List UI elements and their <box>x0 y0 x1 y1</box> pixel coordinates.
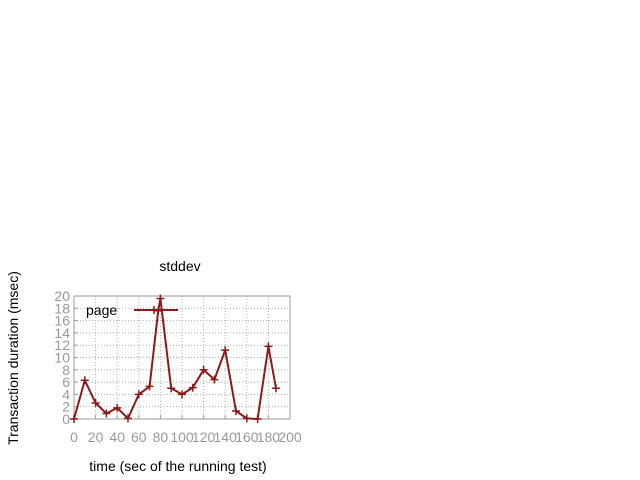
data-point <box>80 376 89 385</box>
y-tick-label: 12 <box>54 337 70 353</box>
data-point <box>91 399 100 408</box>
data-point <box>124 414 132 423</box>
x-tick-label: 0 <box>70 429 78 445</box>
data-point <box>145 382 154 391</box>
data-point <box>167 384 176 393</box>
legend-marker-page <box>150 306 158 314</box>
data-point <box>156 294 165 303</box>
y-tick-label: 8 <box>62 362 70 378</box>
data-point <box>70 415 78 423</box>
data-point <box>232 407 240 416</box>
x-tick-label: 60 <box>131 429 147 445</box>
x-tick-label: 140 <box>214 429 238 445</box>
data-point <box>221 346 230 355</box>
data-point <box>188 383 197 392</box>
x-tick-label: 40 <box>109 429 125 445</box>
data-point <box>242 414 251 423</box>
data-point <box>210 375 219 384</box>
x-tick-label: 20 <box>88 429 104 445</box>
y-tick-label: 4 <box>62 386 70 402</box>
y-tick-label: 20 <box>54 288 70 304</box>
data-point <box>113 403 122 412</box>
x-tick-label: 120 <box>192 429 216 445</box>
chart-title: stddev <box>159 258 200 274</box>
y-tick-label: 2 <box>62 399 70 415</box>
y-axis-label: Transaction duration (msec) <box>5 271 21 445</box>
data-point <box>199 365 208 374</box>
y-tick-label: 10 <box>54 350 70 366</box>
legend: page <box>86 302 178 318</box>
x-axis-label: time (sec of the running test) <box>89 458 266 474</box>
data-point <box>253 415 262 423</box>
data-point <box>134 390 143 399</box>
y-tick-label: 6 <box>62 374 70 390</box>
x-tick-label: 180 <box>257 429 281 445</box>
y-tick-label: 16 <box>54 313 70 329</box>
x-tick-label: 160 <box>235 429 259 445</box>
x-tick-label: 80 <box>153 429 169 445</box>
legend-label-page: page <box>86 302 117 318</box>
x-tick-label: 200 <box>278 429 302 445</box>
data-point <box>178 390 186 399</box>
data-point <box>102 409 111 418</box>
y-tick-label: 18 <box>54 300 70 316</box>
data-point <box>264 342 273 351</box>
x-tick-label: 100 <box>170 429 194 445</box>
y-tick-label: 14 <box>54 325 70 341</box>
data-point <box>271 384 280 393</box>
y-tick-label: 0 <box>62 411 70 427</box>
